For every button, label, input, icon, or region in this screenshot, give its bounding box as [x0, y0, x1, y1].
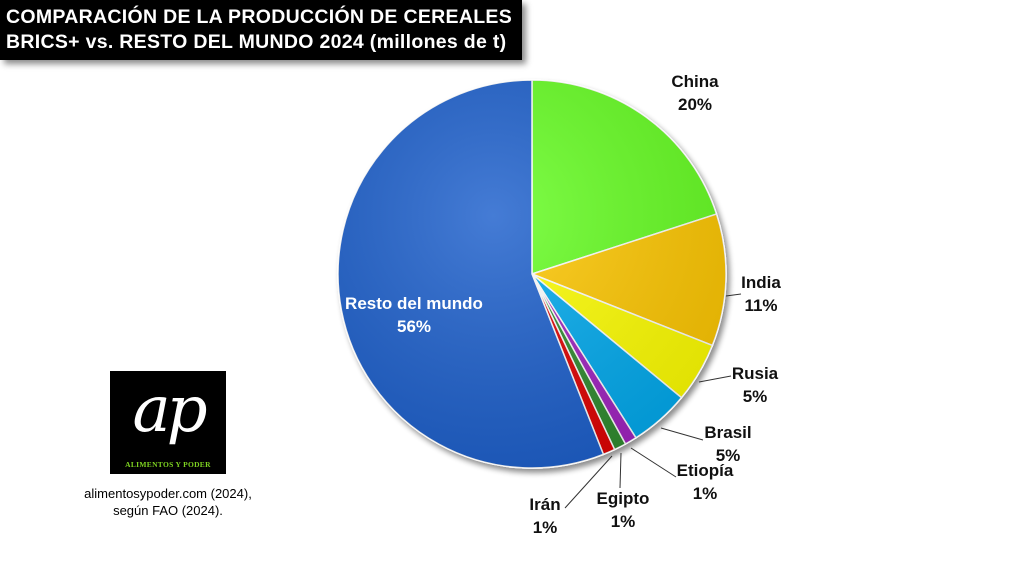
slice-name-china: China — [671, 72, 719, 91]
slice-label-egipto: Egipto 1% — [597, 489, 650, 531]
leader-line-brasil — [660, 427, 704, 441]
slice-percent-rusia: 5% — [743, 387, 768, 406]
slice-label-etiopia: Etiopía 1% — [677, 461, 734, 503]
slice-percent-china: 20% — [678, 95, 712, 114]
source-line-2: según FAO (2024). — [113, 503, 223, 518]
chart-title-line-1: COMPARACIÓN DE LA PRODUCCIÓN DE CEREALES — [6, 6, 513, 28]
logo-text: ALIMENTOS Y PODER — [125, 460, 211, 469]
slice-label-brasil: Brasil 5% — [704, 423, 751, 465]
leader-line-etiopia — [630, 447, 677, 478]
source-note: alimentosypoder.com (2024), según FAO (2… — [78, 485, 258, 519]
slice-percent-egipto: 1% — [611, 512, 636, 531]
slice-label-resto-del-mundo: Resto del mundo 56% — [345, 294, 483, 336]
slice-label-iran: Irán 1% — [529, 495, 560, 537]
slice-name-brasil: Brasil — [704, 423, 751, 442]
chart-title: COMPARACIÓN DE LA PRODUCCIÓN DE CEREALES… — [0, 0, 523, 60]
slice-percent-india: 11% — [744, 296, 777, 315]
leader-line-india — [725, 293, 742, 297]
slice-percent-etiopia: 1% — [693, 484, 718, 503]
slice-label-rusia: Rusia 5% — [732, 364, 779, 406]
leader-line-rusia — [698, 375, 732, 383]
pie-slices — [337, 79, 727, 469]
slice-name-rusia: Rusia — [732, 364, 779, 383]
logo-mark: ap — [132, 373, 207, 447]
slice-name-iran: Irán — [529, 495, 560, 514]
brand-logo: ap ALIMENTOS Y PODER — [110, 371, 226, 474]
slice-name-egipto: Egipto — [597, 489, 650, 508]
slice-name-resto-del-mundo: Resto del mundo — [345, 294, 483, 313]
slice-name-india: India — [741, 273, 781, 292]
slice-name-etiopia: Etiopía — [677, 461, 734, 480]
source-line-1: alimentosypoder.com (2024), — [84, 486, 252, 501]
leader-line-iran — [564, 455, 613, 509]
chart-title-line-2: BRICS+ vs. RESTO DEL MUNDO 2024 (millone… — [6, 31, 507, 53]
slice-percent-brasil: 5% — [716, 446, 741, 465]
slice-percent-iran: 1% — [533, 518, 558, 537]
slice-percent-resto-del-mundo: 56% — [397, 317, 431, 336]
leader-line-egipto — [619, 452, 622, 489]
slice-label-india: India 11% — [741, 273, 781, 315]
slice-label-china: China 20% — [671, 72, 719, 114]
